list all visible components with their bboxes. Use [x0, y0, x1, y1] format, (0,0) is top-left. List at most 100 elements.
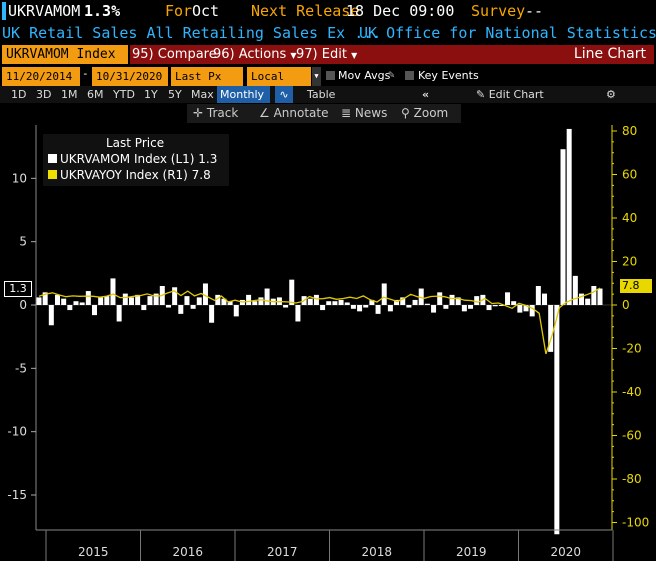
security-description: UK Retail Sales All Retailing Sales Ex .…: [2, 24, 382, 42]
period-6m[interactable]: 6M: [87, 88, 104, 101]
bar: [597, 288, 603, 305]
year-label: 2020: [550, 545, 581, 559]
bar: [135, 294, 141, 305]
bar: [61, 298, 67, 305]
frequency-dropdown[interactable]: Monthly ▼: [217, 86, 270, 117]
bar: [153, 293, 159, 305]
bar: [326, 301, 332, 305]
bar: [424, 303, 430, 305]
bar: [572, 275, 578, 305]
bar: [542, 293, 548, 305]
bar: [110, 278, 116, 305]
survey-label: Survey: [471, 2, 526, 20]
bar: [517, 305, 523, 313]
bar: [209, 305, 215, 323]
zoom-button[interactable]: ⚲ Zoom: [401, 104, 448, 123]
next-release-value: 18 Dec 09:00: [346, 2, 455, 20]
year-label: 2018: [361, 545, 392, 559]
mov-avgs-label: Mov Avgs: [338, 69, 391, 82]
bar: [406, 305, 412, 308]
start-date-field[interactable]: 11/20/2014: [2, 67, 80, 86]
left-tick-label: -10: [7, 425, 27, 439]
track-button[interactable]: ✛ Track: [193, 104, 238, 123]
bar: [116, 305, 122, 322]
bar: [338, 299, 344, 305]
bar: [486, 305, 492, 311]
right-tick-label: 0: [622, 298, 630, 312]
annotate-button[interactable]: ∠ Annotate: [259, 104, 329, 123]
period-3d[interactable]: 3D: [36, 88, 52, 101]
bar: [165, 305, 171, 308]
legend-swatch: [48, 170, 57, 179]
end-date-field[interactable]: 10/31/2020: [92, 67, 168, 86]
currency-field[interactable]: Local CCY: [247, 67, 311, 102]
security-field[interactable]: UKRVAMOM Index: [2, 45, 128, 64]
mov-avgs-checkbox[interactable]: [326, 71, 335, 80]
date-separator: -: [82, 67, 89, 80]
left-tick-label: -5: [15, 361, 27, 375]
toolbar-bar: [130, 45, 654, 64]
key-events-checkbox[interactable]: [405, 71, 414, 80]
bar: [350, 305, 356, 309]
track-label: Track: [206, 106, 239, 120]
gear-icon[interactable]: ⚙: [606, 88, 616, 101]
bar: [443, 305, 449, 309]
news-button[interactable]: ≣ News: [341, 104, 387, 123]
bar: [36, 297, 42, 305]
survey-value: --: [525, 2, 544, 20]
right-tick-label: -60: [622, 429, 642, 443]
period-ytd[interactable]: YTD: [113, 88, 135, 101]
bar: [67, 305, 73, 311]
bar: [431, 305, 437, 313]
bar: [369, 299, 375, 305]
bar: [566, 128, 572, 305]
period-1y[interactable]: 1Y: [144, 88, 158, 101]
right-tick-label: -100: [622, 516, 649, 530]
period-1m[interactable]: 1M: [61, 88, 78, 101]
collapse-icon[interactable]: «: [422, 88, 430, 101]
right-tick-label: -40: [622, 385, 642, 399]
for-label: For: [165, 2, 193, 20]
right-value-badge: 7.8: [620, 279, 652, 293]
chart-tools-bar: [187, 104, 461, 123]
bar: [147, 296, 153, 305]
bar: [48, 305, 54, 326]
line-chart-icon[interactable]: ∿: [275, 86, 293, 103]
period-1d[interactable]: 1D: [11, 88, 27, 101]
period-max[interactable]: Max: [191, 88, 214, 101]
currency-dropdown-icon[interactable]: ▼: [312, 67, 321, 86]
bar: [394, 299, 400, 305]
chart-canvas[interactable]: 151050-5-10-15806040200-20-40-60-80-1002…: [0, 125, 656, 561]
bar: [332, 301, 338, 305]
actions-button[interactable]: 96) Actions ▼: [213, 45, 297, 64]
legend-item: UKRVAMOM Index (L1) 1.3: [48, 152, 217, 166]
bar: [554, 305, 560, 535]
key-events-label: Key Events: [418, 69, 479, 82]
table-button[interactable]: Table: [307, 88, 336, 101]
ticker-marker: [2, 2, 6, 20]
bar: [190, 305, 196, 309]
compare-label: 95) Compare: [132, 47, 217, 62]
magnifier-icon: ⚲: [401, 106, 410, 120]
last-value: 1.3%: [84, 2, 121, 20]
ticker-label[interactable]: UKRVAMOM: [8, 2, 81, 20]
bar: [381, 283, 387, 305]
bar: [505, 292, 511, 305]
edit-label: 97) Edit: [296, 47, 347, 62]
bar: [468, 305, 474, 309]
bar: [548, 305, 554, 352]
caret-down-icon: ▼: [351, 51, 358, 60]
bar: [172, 287, 178, 305]
bar: [387, 305, 393, 312]
pencil-icon[interactable]: ✎: [388, 68, 395, 81]
period-5y[interactable]: 5Y: [168, 88, 182, 101]
compare-button[interactable]: 95) Compare: [132, 45, 217, 64]
price-type-field[interactable]: Last Px: [171, 67, 243, 86]
bar: [221, 298, 227, 305]
legend-item-label: UKRVAYOY Index (R1) 7.8: [60, 168, 211, 182]
edit-chart-button[interactable]: ✎ Edit Chart: [476, 86, 544, 103]
bar: [313, 294, 319, 305]
edit-button[interactable]: 97) Edit ▼: [296, 45, 357, 64]
bar: [461, 305, 467, 312]
bar: [579, 293, 585, 305]
